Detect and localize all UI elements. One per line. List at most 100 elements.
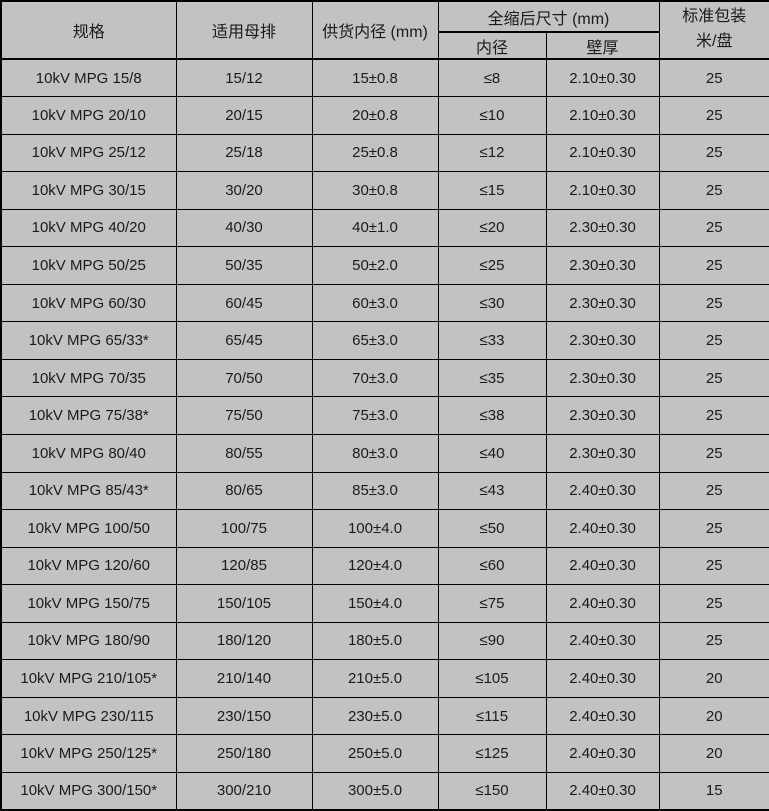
- cell-wall-thickness: 2.10±0.30: [545, 96, 660, 135]
- cell-spec: 10kV MPG 75/38*: [0, 396, 177, 435]
- cell-supply-diameter: 300±5.0: [311, 771, 439, 811]
- cell-inner-diameter: ≤60: [437, 546, 547, 586]
- cell-spec: 10kV MPG 150/75: [0, 584, 177, 623]
- cell-supply-diameter: 80±3.0: [311, 433, 439, 473]
- cell-wall-thickness: 2.40±0.30: [545, 584, 660, 623]
- cell-spec: 10kV MPG 50/25: [0, 246, 177, 285]
- cell-inner-diameter: ≤75: [437, 584, 547, 623]
- table-row: 10kV MPG 230/115 230/150 230±5.0 ≤115 2.…: [0, 696, 769, 736]
- cell-packaging: 25: [658, 208, 769, 248]
- table-row: 10kV MPG 15/8 15/12 15±0.8 ≤8 2.10±0.30 …: [0, 58, 769, 98]
- cell-supply-diameter: 50±2.0: [311, 246, 439, 285]
- table-row: 10kV MPG 150/75 150/105 150±4.0 ≤75 2.40…: [0, 584, 769, 623]
- cell-busbar: 30/20: [175, 171, 313, 210]
- cell-supply-diameter: 100±4.0: [311, 509, 439, 548]
- cell-packaging: 25: [658, 283, 769, 323]
- cell-supply-diameter: 40±1.0: [311, 208, 439, 248]
- cell-packaging: 20: [658, 659, 769, 698]
- cell-supply-diameter: 180±5.0: [311, 621, 439, 661]
- table-row: 10kV MPG 100/50 100/75 100±4.0 ≤50 2.40±…: [0, 509, 769, 548]
- header-shrunk-size-group: 全缩后尺寸 (mm): [437, 0, 660, 33]
- cell-wall-thickness: 2.30±0.30: [545, 396, 660, 435]
- cell-busbar: 80/55: [175, 433, 313, 473]
- cell-spec: 10kV MPG 210/105*: [0, 659, 177, 698]
- header-packaging: 标准包装 米/盘: [658, 0, 769, 60]
- header-inner-diameter: 内径: [437, 31, 547, 60]
- cell-packaging: 25: [658, 358, 769, 398]
- cell-inner-diameter: ≤50: [437, 509, 547, 548]
- cell-supply-diameter: 25±0.8: [311, 133, 439, 173]
- table-header: 规格 适用母排 供货内径 (mm) 全缩后尺寸 (mm) 标准包装 米/盘 内径…: [0, 0, 769, 60]
- cell-packaging: 25: [658, 621, 769, 661]
- cell-inner-diameter: ≤12: [437, 133, 547, 173]
- table-row: 10kV MPG 20/10 20/15 20±0.8 ≤10 2.10±0.3…: [0, 96, 769, 135]
- cell-wall-thickness: 2.40±0.30: [545, 696, 660, 736]
- cell-wall-thickness: 2.30±0.30: [545, 433, 660, 473]
- cell-busbar: 120/85: [175, 546, 313, 586]
- cell-supply-diameter: 85±3.0: [311, 471, 439, 511]
- cell-packaging: 25: [658, 471, 769, 511]
- cell-packaging: 15: [658, 771, 769, 811]
- cell-busbar: 180/120: [175, 621, 313, 661]
- cell-spec: 10kV MPG 25/12: [0, 133, 177, 173]
- cell-inner-diameter: ≤105: [437, 659, 547, 698]
- cell-spec: 10kV MPG 100/50: [0, 509, 177, 548]
- cell-wall-thickness: 2.30±0.30: [545, 246, 660, 285]
- header-supply-diameter: 供货内径 (mm): [311, 0, 439, 60]
- cell-spec: 10kV MPG 180/90: [0, 621, 177, 661]
- table-row: 10kV MPG 30/15 30/20 30±0.8 ≤15 2.10±0.3…: [0, 171, 769, 210]
- cell-inner-diameter: ≤90: [437, 621, 547, 661]
- table-row: 10kV MPG 25/12 25/18 25±0.8 ≤12 2.10±0.3…: [0, 133, 769, 173]
- cell-busbar: 65/45: [175, 321, 313, 360]
- cell-inner-diameter: ≤33: [437, 321, 547, 360]
- table-body: 10kV MPG 15/8 15/12 15±0.8 ≤8 2.10±0.30 …: [0, 58, 769, 811]
- cell-supply-diameter: 210±5.0: [311, 659, 439, 698]
- table-row: 10kV MPG 85/43* 80/65 85±3.0 ≤43 2.40±0.…: [0, 471, 769, 511]
- cell-packaging: 25: [658, 58, 769, 98]
- cell-inner-diameter: ≤30: [437, 283, 547, 323]
- cell-busbar: 40/30: [175, 208, 313, 248]
- cell-spec: 10kV MPG 60/30: [0, 283, 177, 323]
- cell-wall-thickness: 2.40±0.30: [545, 621, 660, 661]
- cell-busbar: 100/75: [175, 509, 313, 548]
- table-row: 10kV MPG 65/33* 65/45 65±3.0 ≤33 2.30±0.…: [0, 321, 769, 360]
- cell-supply-diameter: 75±3.0: [311, 396, 439, 435]
- cell-busbar: 80/65: [175, 471, 313, 511]
- cell-busbar: 150/105: [175, 584, 313, 623]
- cell-supply-diameter: 30±0.8: [311, 171, 439, 210]
- cell-supply-diameter: 250±5.0: [311, 734, 439, 773]
- cell-spec: 10kV MPG 70/35: [0, 358, 177, 398]
- header-packaging-line2: 米/盘: [696, 33, 733, 50]
- cell-supply-diameter: 60±3.0: [311, 283, 439, 323]
- table-row: 10kV MPG 80/40 80/55 80±3.0 ≤40 2.30±0.3…: [0, 433, 769, 473]
- cell-inner-diameter: ≤15: [437, 171, 547, 210]
- cell-wall-thickness: 2.40±0.30: [545, 659, 660, 698]
- table-row: 10kV MPG 250/125* 250/180 250±5.0 ≤125 2…: [0, 734, 769, 773]
- header-row-2: 内径 壁厚: [1, 31, 769, 60]
- cell-busbar: 20/15: [175, 96, 313, 135]
- table-row: 10kV MPG 40/20 40/30 40±1.0 ≤20 2.30±0.3…: [0, 208, 769, 248]
- cell-spec: 10kV MPG 120/60: [0, 546, 177, 586]
- table-row: 10kV MPG 300/150* 300/210 300±5.0 ≤150 2…: [0, 771, 769, 811]
- cell-spec: 10kV MPG 250/125*: [0, 734, 177, 773]
- cell-spec: 10kV MPG 40/20: [0, 208, 177, 248]
- cell-packaging: 25: [658, 133, 769, 173]
- cell-packaging: 25: [658, 546, 769, 586]
- cell-wall-thickness: 2.40±0.30: [545, 734, 660, 773]
- cell-packaging: 25: [658, 509, 769, 548]
- cell-spec: 10kV MPG 65/33*: [0, 321, 177, 360]
- cell-packaging: 25: [658, 396, 769, 435]
- cell-wall-thickness: 2.30±0.30: [545, 283, 660, 323]
- table-row: 10kV MPG 120/60 120/85 120±4.0 ≤60 2.40±…: [0, 546, 769, 586]
- cell-busbar: 50/35: [175, 246, 313, 285]
- table-row: 10kV MPG 60/30 60/45 60±3.0 ≤30 2.30±0.3…: [0, 283, 769, 323]
- cell-packaging: 25: [658, 171, 769, 210]
- cell-inner-diameter: ≤115: [437, 696, 547, 736]
- cell-spec: 10kV MPG 15/8: [0, 58, 177, 98]
- header-row-1: 规格 适用母排 供货内径 (mm) 全缩后尺寸 (mm) 标准包装 米/盘: [0, 0, 769, 60]
- cell-inner-diameter: ≤125: [437, 734, 547, 773]
- cell-spec: 10kV MPG 20/10: [0, 96, 177, 135]
- cell-inner-diameter: ≤10: [437, 96, 547, 135]
- cell-inner-diameter: ≤38: [437, 396, 547, 435]
